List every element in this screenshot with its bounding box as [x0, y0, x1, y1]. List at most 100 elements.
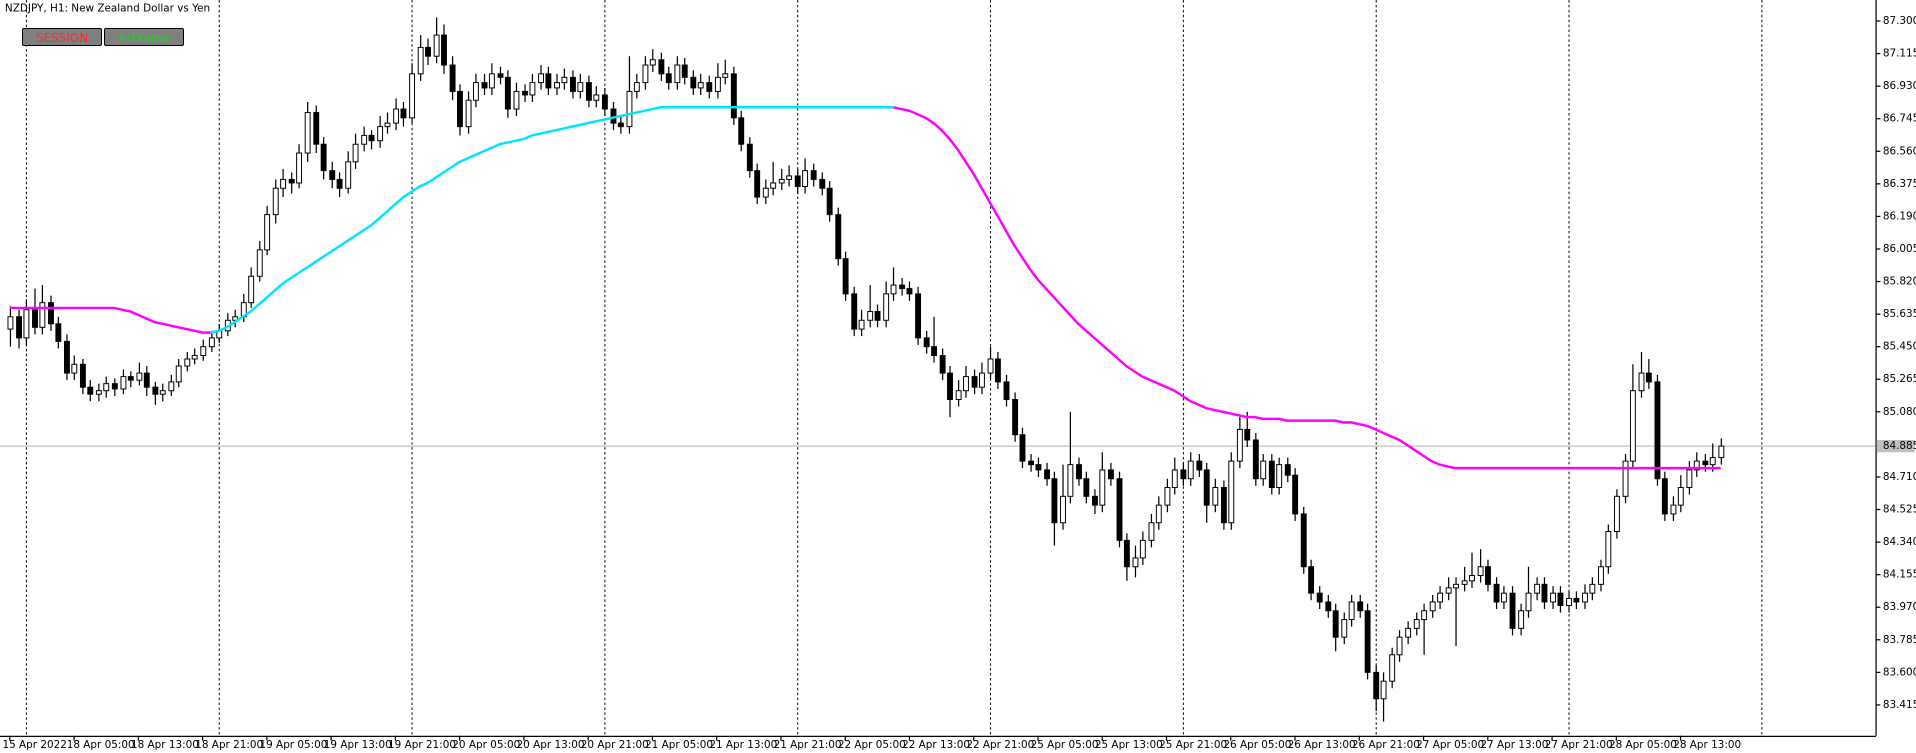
candle-body [111, 383, 118, 390]
candle-body [55, 323, 62, 342]
candle-body [1203, 469, 1210, 506]
last-price-tag [1876, 440, 1915, 453]
candle-body [296, 152, 303, 184]
candle-body [1613, 495, 1620, 533]
candle-body [1589, 583, 1596, 594]
candle-body [425, 46, 431, 57]
candle-body [955, 390, 962, 400]
candle-body [835, 214, 842, 260]
candle-body [746, 143, 753, 172]
candle-body [1060, 495, 1066, 524]
candle-body [1605, 531, 1612, 568]
y-tick-label: 83.600 [1883, 666, 1916, 678]
candle-body [770, 182, 777, 189]
x-tick-label: 19 Apr 13:00 [324, 739, 392, 751]
chart-title: NZDJPY, H1: New Zealand Dollar vs Yen [5, 3, 210, 15]
candle-body [1300, 513, 1307, 568]
candle-body [433, 34, 440, 57]
candle-body [585, 82, 592, 101]
y-tick-label: 85.820 [1883, 276, 1916, 288]
x-tick-label: 20 Apr 13:00 [517, 739, 585, 751]
candle-body [1693, 460, 1700, 471]
adxvma-button[interactable]: ADXvma [104, 28, 184, 46]
candle-body [288, 178, 295, 184]
candle-body [561, 76, 568, 84]
candle-body [417, 46, 424, 75]
candle-body [409, 73, 416, 119]
candle-body [1638, 372, 1645, 392]
candle-body [1405, 627, 1412, 638]
candle-body [681, 64, 688, 78]
candle-body [504, 76, 511, 110]
candle-body [1164, 487, 1171, 506]
candle-body [1518, 610, 1525, 629]
candle-body [842, 258, 849, 295]
candle-body [1260, 460, 1267, 480]
candle-body [1228, 460, 1235, 524]
candle-body [345, 161, 352, 189]
candle-body [1003, 381, 1010, 400]
candle-body [1654, 381, 1661, 480]
candle-body [714, 76, 721, 92]
candle-body [465, 99, 472, 128]
candle-body [545, 73, 552, 89]
candle-body [1485, 566, 1491, 585]
candle-body [778, 178, 785, 184]
candle-body [168, 381, 175, 392]
candle-body [208, 337, 215, 348]
candle-body [1083, 478, 1090, 497]
candle-body [1196, 460, 1203, 471]
candle-body [810, 170, 817, 180]
candle-body [1332, 610, 1339, 638]
candle-body [1067, 464, 1074, 497]
candle-body [1028, 460, 1035, 466]
candles [7, 17, 1725, 722]
candle-body [1035, 464, 1042, 471]
candle-body [1341, 619, 1348, 638]
candle-body [39, 302, 46, 328]
candle-body [1566, 597, 1572, 606]
session-button[interactable]: SESSION [22, 28, 102, 46]
candle-body [1437, 592, 1444, 603]
candle-body [1244, 428, 1251, 441]
y-tick-label: 83.415 [1883, 699, 1916, 711]
last-price-label: 84.885 [1883, 440, 1916, 452]
y-tick-label: 85.080 [1883, 406, 1916, 418]
candle-body [248, 275, 255, 304]
candle-body [1493, 583, 1500, 603]
candle-body [1709, 457, 1716, 466]
y-tick-label: 83.970 [1883, 601, 1916, 613]
candle-body [1212, 487, 1219, 506]
candle-body [1284, 464, 1291, 476]
candle-body [1220, 487, 1227, 524]
candle-body [979, 372, 985, 388]
candle-body [665, 73, 672, 84]
candle-body [264, 214, 271, 251]
candle-body [1677, 487, 1684, 506]
indicator-line [893, 106, 1721, 470]
candle-body [738, 117, 745, 145]
candle-body [1364, 610, 1371, 673]
y-tick-label: 84.710 [1883, 471, 1916, 483]
x-tick-label: 22 Apr 05:00 [838, 739, 906, 751]
candle-body [987, 358, 994, 374]
candle-body [1598, 566, 1604, 585]
candle-body [1573, 597, 1580, 603]
candle-body [1292, 474, 1299, 515]
candle-body [1525, 592, 1532, 612]
candle-body [352, 143, 359, 163]
candle-body [1148, 522, 1155, 541]
candle-body [1541, 583, 1548, 603]
candle-body [1629, 390, 1636, 462]
candle-body [899, 284, 906, 290]
candle-body [538, 73, 544, 84]
candle-body [71, 363, 78, 374]
x-tick-label: 15 Apr 2022 [2, 739, 66, 751]
candle-body [529, 82, 536, 96]
y-tick-label: 84.340 [1883, 536, 1916, 548]
x-tick-label: 25 Apr 05:00 [1031, 739, 1099, 751]
candle-body [802, 170, 809, 187]
candle-body [1389, 654, 1396, 682]
candle-body [103, 383, 110, 392]
